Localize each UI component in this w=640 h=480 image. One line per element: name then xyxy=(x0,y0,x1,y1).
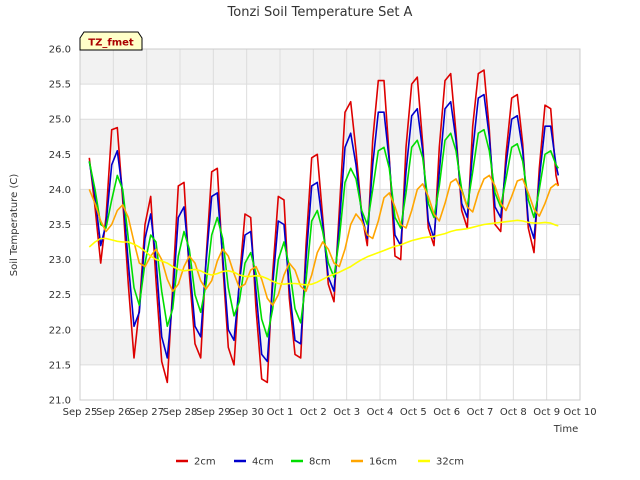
series-line-16cm xyxy=(88,174,559,307)
legend-label: 16cm xyxy=(369,457,397,468)
legend-item-32cm: 32cm xyxy=(418,457,464,468)
y-tick-label: 21.5 xyxy=(49,360,71,371)
y-tick-label: 23.0 xyxy=(49,255,71,266)
y-tick-label: 24.0 xyxy=(49,185,71,196)
y-tick-label: 25.0 xyxy=(49,115,71,126)
x-tick-label: Sep 30 xyxy=(229,407,264,418)
series-line-8cm xyxy=(88,128,559,338)
x-tick-label: Oct 10 xyxy=(563,407,596,418)
x-tick-label: Sep 28 xyxy=(163,407,198,418)
legend-label: 2cm xyxy=(194,457,216,468)
legend-label: 8cm xyxy=(309,457,331,468)
plot-band xyxy=(80,119,580,155)
chart-title: Tonzi Soil Temperature Set A xyxy=(227,5,413,20)
y-axis-ticks: 21.0 21.5 22.0 22.5 23.0 23.5 24.0 24.5 25.0 25.5… xyxy=(49,45,71,407)
plot-band xyxy=(80,49,580,85)
legend-label: 4cm xyxy=(252,457,274,468)
legend-item-2cm: 2cm xyxy=(176,457,216,468)
x-tick-label: Sep 29 xyxy=(196,407,231,418)
x-tick-label: Oct 7 xyxy=(467,407,494,418)
y-axis-label: Soil Temperature (C) xyxy=(9,174,20,277)
y-tick-label: 22.0 xyxy=(49,325,71,336)
plot-band xyxy=(80,329,580,365)
legend-label: 32cm xyxy=(436,457,464,468)
x-tick-label: Sep 25 xyxy=(63,407,98,418)
plot-band xyxy=(80,189,580,225)
x-tick-label: Oct 8 xyxy=(500,407,527,418)
legend-item-4cm: 4cm xyxy=(234,457,274,468)
x-tick-label: Oct 5 xyxy=(400,407,427,418)
series-lines xyxy=(88,69,560,384)
x-tick-label: Oct 1 xyxy=(267,407,294,418)
plot-border xyxy=(79,48,581,401)
x-tick-label: Oct 3 xyxy=(333,407,360,418)
y-tick-label: 22.5 xyxy=(49,290,71,301)
badge-box xyxy=(79,31,143,51)
x-tick-label: Sep 26 xyxy=(96,407,131,418)
y-tick-label: 21.0 xyxy=(49,396,71,407)
legend: 2cm 4cm 8cm 16cm 32cm xyxy=(176,457,464,468)
y-tick-label: 26.0 xyxy=(49,45,71,56)
x-tick-label: Oct 9 xyxy=(533,407,560,418)
y-tick-label: 24.5 xyxy=(49,150,71,161)
x-tick-label: Oct 6 xyxy=(433,407,460,418)
x-tick-label: Oct 4 xyxy=(367,407,394,418)
series-line-32cm xyxy=(88,219,559,286)
plot-frame xyxy=(79,48,581,401)
x-tick-label: Sep 27 xyxy=(129,407,164,418)
legend-item-8cm: 8cm xyxy=(291,457,331,468)
legend-item-16cm: 16cm xyxy=(351,457,397,468)
y-tick-label: 23.5 xyxy=(49,220,71,231)
x-axis-label: Time xyxy=(553,424,578,435)
x-tick-label: Oct 2 xyxy=(300,407,327,418)
y-tick-label: 25.5 xyxy=(49,80,71,91)
badge-label: TZ_fmet xyxy=(88,38,134,49)
site-badge: TZ_fmet xyxy=(79,31,143,51)
